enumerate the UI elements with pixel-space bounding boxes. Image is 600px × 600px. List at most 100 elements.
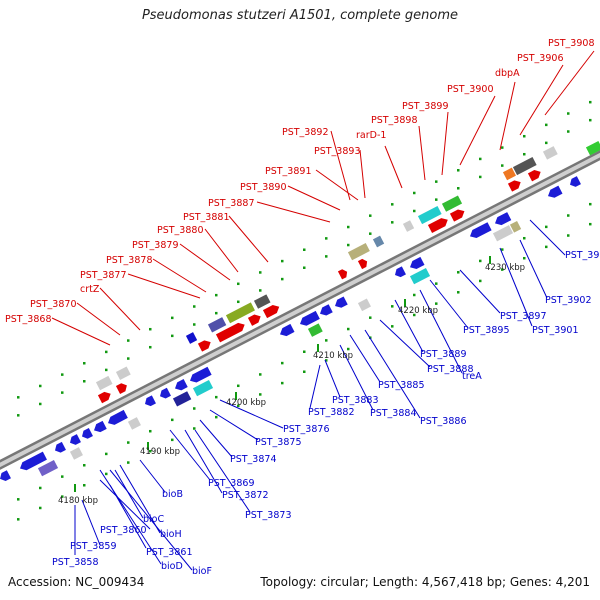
gene-feature — [357, 298, 371, 312]
gene-label: treA — [462, 371, 482, 382]
tick-dots — [17, 100, 592, 521]
leader-line — [99, 469, 162, 565]
tick-dot — [303, 266, 306, 269]
tick-dot — [215, 293, 218, 297]
tick-dot — [303, 248, 306, 251]
gene-label: PST_3885 — [378, 380, 425, 391]
tick-dot — [567, 112, 570, 115]
tick-dot — [589, 222, 592, 226]
tick-dot — [61, 373, 64, 376]
tick-dot — [237, 282, 240, 286]
leader-line — [339, 344, 374, 411]
tick-dot — [523, 256, 526, 260]
gene-feature — [548, 185, 563, 198]
gene-feature — [280, 323, 295, 337]
leader-line — [152, 258, 207, 293]
gene-label: PST_3877 — [80, 270, 127, 281]
gene-label: PST_3893 — [314, 146, 361, 157]
tick-dot — [567, 130, 570, 133]
gene-feature — [253, 294, 271, 309]
gene-feature — [127, 417, 141, 430]
tick-dot — [149, 449, 152, 453]
kbp-label: 4210 kbp — [313, 351, 353, 361]
gene-feature — [82, 427, 93, 439]
gene-label: PST_3880 — [157, 225, 204, 236]
tick-dot — [589, 100, 592, 104]
tick-dot — [303, 370, 306, 373]
gene-feature — [347, 243, 370, 261]
gene-label: PST_3891 — [265, 166, 312, 177]
leader-line — [99, 287, 141, 331]
tick-dot — [259, 271, 262, 274]
gene-features — [0, 141, 600, 482]
gene-label: PST_3902 — [545, 295, 592, 306]
tick-dot — [281, 277, 284, 281]
tick-dot — [567, 234, 570, 237]
tick-dot — [391, 305, 394, 308]
tick-dot — [171, 418, 174, 422]
gene-label: PST_3884 — [370, 408, 417, 419]
leader-line — [324, 359, 341, 398]
gene-feature — [0, 470, 11, 482]
tick-dot — [545, 245, 548, 249]
leader-line — [194, 429, 251, 513]
tick-dot — [523, 134, 526, 138]
gene-label: PST_3898 — [371, 115, 418, 126]
tick-dot — [237, 404, 240, 408]
leader-line — [349, 334, 381, 383]
backbone — [0, 150, 600, 470]
leader-line — [139, 459, 166, 493]
leader-line — [499, 81, 516, 151]
gene-label: PST_3904 — [565, 250, 600, 261]
gene-label: PST_3872 — [222, 490, 269, 501]
gene-label: PST_3869 — [208, 478, 255, 489]
gene-feature — [335, 296, 348, 308]
tick-dot — [501, 248, 504, 251]
gene-feature — [215, 322, 245, 343]
tick-dot — [479, 175, 482, 179]
gene-feature — [512, 157, 537, 176]
leader-line — [309, 364, 321, 409]
tick-dot — [39, 486, 42, 490]
gene-label: bioF — [192, 566, 212, 577]
tick-dot — [523, 236, 526, 240]
gene-label: PST_3888 — [427, 364, 474, 375]
leader-line — [51, 317, 111, 346]
tick-dot — [457, 291, 460, 294]
gene-feature — [372, 235, 385, 248]
leader-line — [519, 64, 564, 136]
leader-line — [209, 409, 259, 441]
tick-dot — [39, 402, 42, 406]
leader-line — [109, 469, 193, 571]
gene-label: PST_3908 — [548, 38, 595, 49]
leader-line — [419, 289, 463, 374]
tick-dot — [83, 464, 86, 467]
tick-dot — [215, 395, 218, 399]
gene-label: PST_3900 — [447, 84, 494, 95]
gene-feature — [115, 383, 127, 394]
gene-feature — [410, 256, 425, 269]
gene-feature — [185, 332, 198, 344]
gene-label: PST_3878 — [106, 255, 153, 266]
map-title: Pseudomonas stutzeri A1501, complete gen… — [141, 8, 459, 23]
leader-line — [287, 185, 341, 211]
gene-label: PST_3858 — [52, 557, 99, 568]
gene-label: PST_3892 — [282, 127, 329, 138]
tick-dot — [281, 259, 284, 263]
gene-label: PST_3890 — [240, 182, 287, 193]
leader-line — [99, 479, 151, 530]
leader-line — [441, 111, 449, 176]
tick-dot — [105, 350, 108, 354]
tick-dot — [303, 350, 306, 353]
tick-dot — [457, 169, 460, 172]
gene-feature — [509, 220, 522, 233]
gene-feature — [190, 366, 212, 383]
leader-line — [114, 469, 144, 519]
tick-dot — [259, 289, 262, 292]
gene-feature — [97, 391, 111, 404]
gene-label: bioB — [162, 489, 183, 500]
kbp-label: 4220 kbp — [398, 306, 438, 316]
tick-dot — [589, 202, 592, 206]
gene-label: PST_3861 — [146, 547, 193, 558]
